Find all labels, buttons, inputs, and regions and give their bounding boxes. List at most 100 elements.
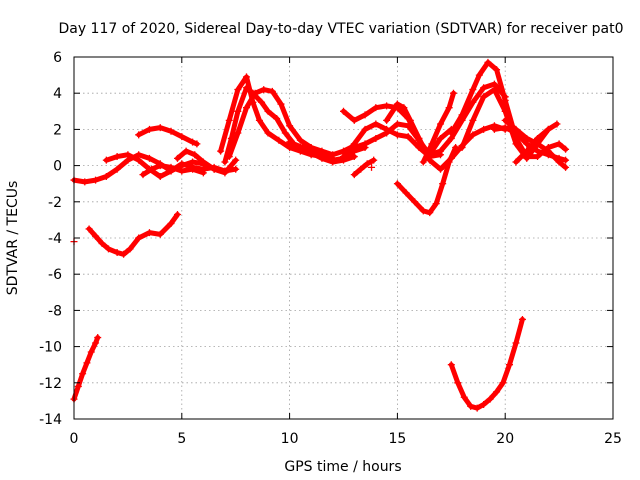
data-point: [156, 124, 164, 132]
y-tick-label: 4: [53, 86, 62, 102]
data-point: [475, 71, 483, 79]
data-point: [124, 151, 132, 159]
x-tick-label: 20: [496, 431, 514, 447]
data-point: [74, 382, 82, 390]
data-point: [480, 93, 488, 101]
x-tick-label: 0: [70, 431, 79, 447]
data-point: [432, 200, 440, 208]
data-point: [249, 98, 257, 106]
data-point: [92, 339, 100, 347]
series-s14: [419, 89, 457, 166]
data-point: [173, 210, 181, 218]
y-tick-label: 2: [53, 122, 62, 138]
data-point: [191, 151, 199, 159]
data-point: [469, 131, 477, 139]
y-tick-label: -2: [48, 195, 62, 211]
data-point: [102, 172, 110, 180]
data-point: [493, 388, 501, 396]
data-point: [523, 134, 531, 142]
data-point: [411, 198, 419, 206]
data-point: [182, 147, 190, 155]
data-point: [480, 84, 488, 92]
data-point: [329, 158, 337, 166]
data-point: [318, 154, 326, 162]
data-point: [178, 160, 186, 168]
data-point: [81, 178, 89, 186]
data-point: [562, 163, 570, 171]
data-point: [242, 73, 250, 81]
data-point: [139, 171, 147, 179]
data-point: [372, 134, 380, 142]
data-point: [357, 165, 365, 173]
series-s9: [286, 138, 358, 166]
data-point: [104, 245, 112, 253]
data-point: [135, 156, 143, 164]
data-point: [242, 104, 250, 112]
data-point: [363, 160, 371, 168]
data-point: [92, 232, 100, 240]
x-tick-label: 10: [281, 431, 299, 447]
data-point: [145, 154, 153, 162]
data-point: [447, 361, 455, 369]
data-point: [480, 401, 488, 409]
data-point: [199, 158, 207, 166]
grid: [74, 57, 613, 419]
data-point: [167, 127, 175, 135]
y-tick-label: 0: [53, 159, 62, 175]
data-point: [221, 158, 229, 166]
data-point: [518, 315, 526, 323]
data-point: [156, 162, 164, 170]
data-point: [512, 140, 520, 148]
data-point: [167, 163, 175, 171]
data-point: [437, 134, 445, 142]
data-point: [400, 104, 408, 112]
data-point: [370, 156, 378, 164]
data-point: [217, 147, 225, 155]
data-point: [493, 66, 501, 74]
data-point: [555, 158, 563, 166]
data-point: [467, 402, 475, 410]
y-tick-label: -10: [39, 340, 62, 356]
data-point: [383, 129, 391, 137]
x-tick-label: 25: [604, 431, 622, 447]
series-s24: [368, 163, 376, 171]
series-s19: [512, 120, 561, 166]
data-point: [490, 125, 498, 133]
data-point: [393, 131, 401, 139]
data-point: [534, 147, 542, 155]
data-point: [458, 144, 466, 151]
data-point: [296, 136, 304, 144]
data-point: [167, 220, 175, 228]
data-point: [296, 144, 304, 151]
data-point: [368, 163, 376, 171]
data-point: [350, 153, 358, 161]
data-point: [501, 116, 509, 124]
y-tick-label: -6: [48, 267, 62, 283]
data-point: [512, 125, 520, 133]
data-point: [486, 395, 494, 403]
data-point: [210, 165, 218, 173]
data-point: [189, 138, 197, 146]
data-point: [419, 207, 427, 215]
data-point: [234, 107, 242, 115]
data-point: [350, 116, 358, 124]
y-tick-label: -12: [39, 376, 62, 392]
data-point: [447, 129, 455, 137]
series-s22: [70, 334, 102, 403]
data-point: [94, 334, 102, 342]
data-point: [273, 115, 281, 123]
data-point: [102, 156, 110, 164]
data-point: [225, 116, 233, 124]
data-point: [372, 104, 380, 112]
data-point: [428, 140, 436, 148]
y-tick-label: -4: [48, 231, 62, 247]
data-point: [415, 134, 423, 142]
data-point: [473, 404, 481, 412]
data-point: [126, 245, 134, 253]
data-point: [544, 125, 552, 133]
data-point: [452, 144, 460, 151]
data-point: [393, 120, 401, 128]
data-point: [79, 370, 87, 378]
series-s20: [85, 210, 181, 258]
